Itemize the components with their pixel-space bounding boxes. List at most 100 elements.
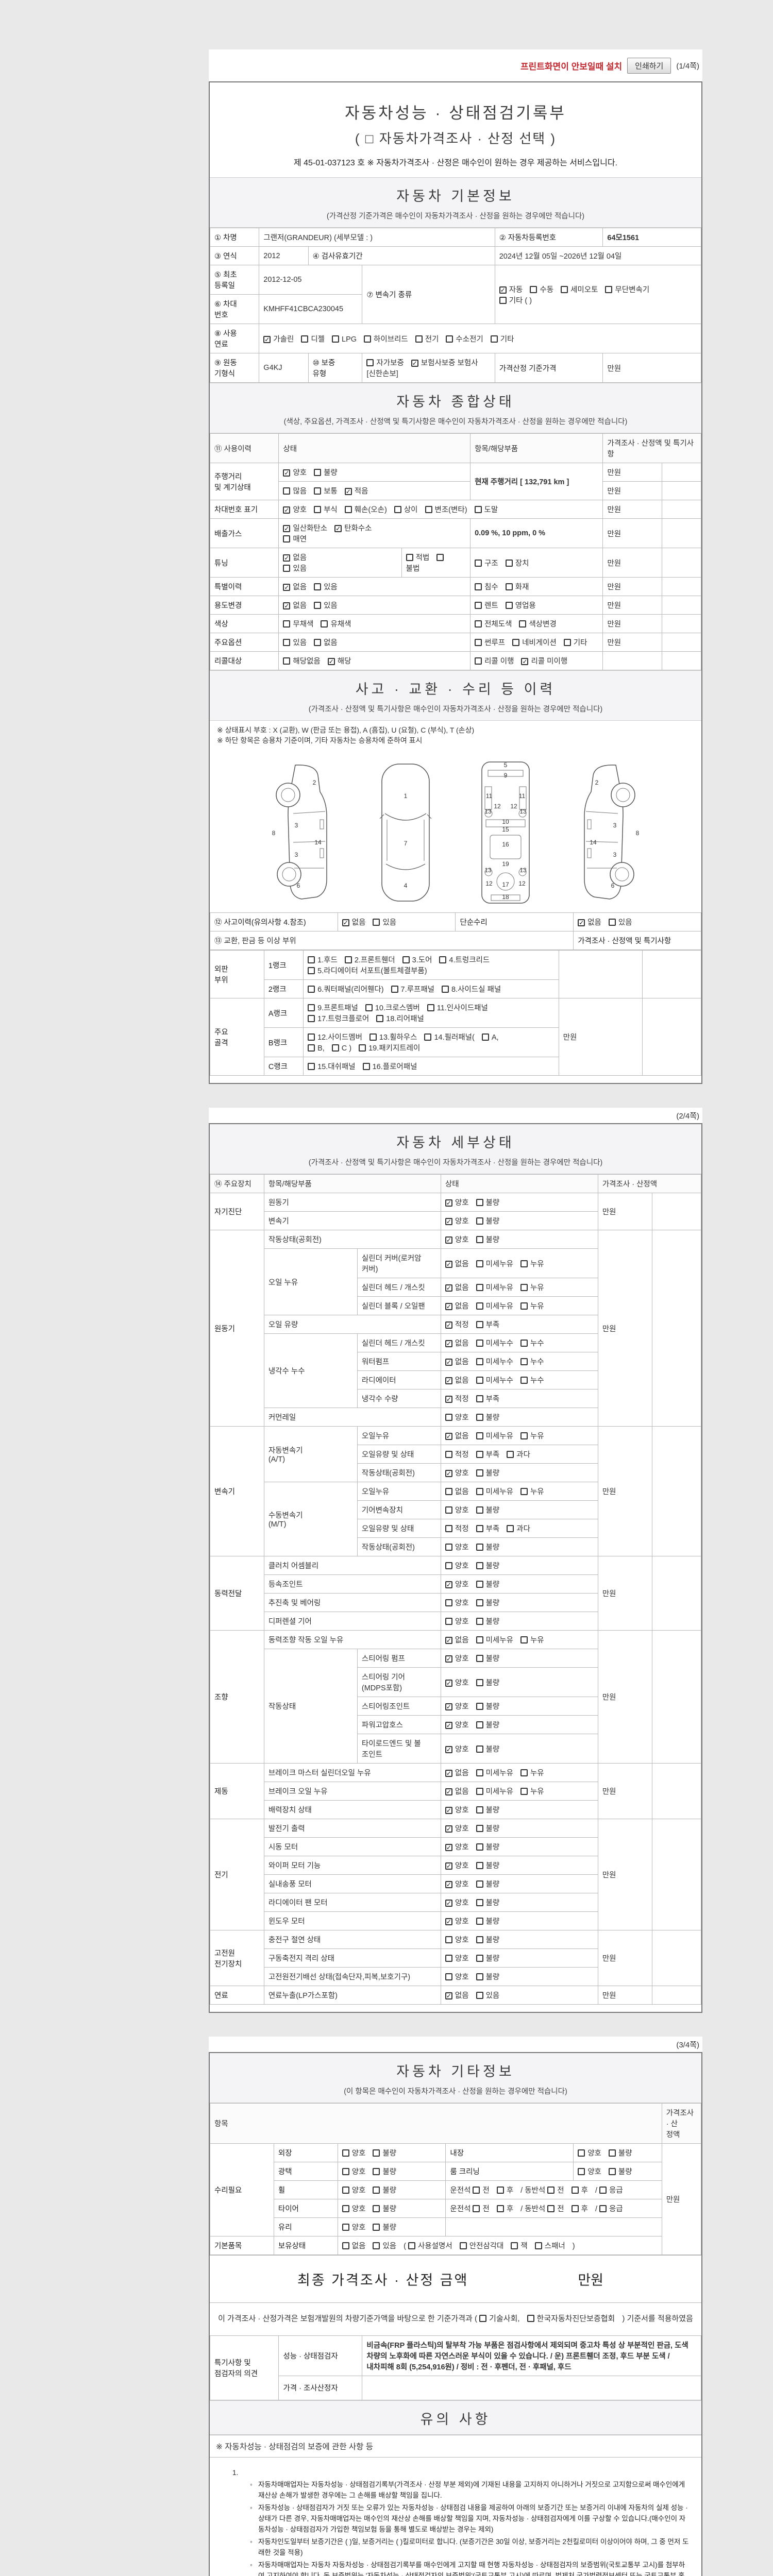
checkbox-icon[interactable]: ✓ (445, 1844, 452, 1851)
checkbox-icon[interactable] (519, 620, 527, 628)
checkbox-icon[interactable] (445, 1544, 452, 1551)
checkbox-icon[interactable] (308, 1004, 315, 1011)
checkbox-icon[interactable] (427, 1004, 434, 1011)
checkbox-icon[interactable] (406, 554, 413, 561)
checkbox-icon[interactable]: ✓ (283, 584, 291, 591)
checkbox-icon[interactable] (314, 639, 322, 646)
checkbox-icon[interactable] (402, 956, 410, 963)
checkbox-icon[interactable] (366, 359, 374, 366)
checkbox-icon[interactable] (473, 2187, 480, 2194)
checkbox-icon[interactable] (476, 1340, 483, 1347)
checkbox-icon[interactable] (408, 2242, 415, 2249)
checkbox-icon[interactable]: ✓ (578, 919, 585, 926)
checkbox-icon[interactable] (342, 2205, 349, 2212)
checkbox-icon[interactable]: ✓ (445, 1470, 452, 1477)
checkbox-icon[interactable] (476, 1955, 483, 1962)
checkbox-icon[interactable] (394, 506, 401, 513)
checkbox-icon[interactable] (475, 602, 482, 609)
checkbox-icon[interactable] (283, 657, 291, 665)
checkbox-icon[interactable] (391, 986, 398, 993)
checkbox-icon[interactable] (308, 1063, 315, 1070)
checkbox-icon[interactable] (520, 1260, 528, 1267)
checkbox-icon[interactable] (520, 1358, 528, 1365)
checkbox-icon[interactable] (476, 1936, 483, 1943)
checkbox-icon[interactable] (520, 1432, 528, 1439)
checkbox-icon[interactable] (342, 2224, 349, 2231)
checkbox-icon[interactable]: ✓ (283, 525, 291, 532)
checkbox-icon[interactable] (314, 583, 322, 590)
checkbox-icon[interactable] (547, 2205, 555, 2212)
checkbox-icon[interactable]: ✓ (445, 1770, 452, 1777)
checkbox-icon[interactable] (308, 986, 315, 993)
checkbox-icon[interactable] (308, 956, 315, 963)
checkbox-icon[interactable] (442, 986, 449, 993)
checkbox-icon[interactable] (476, 1469, 483, 1477)
checkbox-icon[interactable]: ✓ (445, 1236, 452, 1244)
checkbox-icon[interactable] (415, 335, 423, 343)
checkbox-icon[interactable] (342, 2168, 349, 2175)
checkbox-icon[interactable] (342, 2149, 349, 2157)
checkbox-icon[interactable]: ✓ (334, 525, 342, 532)
checkbox-icon[interactable]: ✓ (445, 1377, 452, 1384)
checkbox-icon[interactable] (476, 1217, 483, 1225)
checkbox-icon[interactable] (547, 2187, 555, 2194)
checkbox-icon[interactable]: ✓ (445, 1918, 452, 1925)
checkbox-icon[interactable] (476, 1451, 483, 1458)
checkbox-icon[interactable] (373, 2149, 380, 2157)
checkbox-icon[interactable] (308, 967, 315, 974)
checkbox-icon[interactable] (476, 1721, 483, 1728)
checkbox-icon[interactable] (425, 506, 432, 513)
checkbox-icon[interactable]: ✓ (445, 1581, 452, 1588)
checkbox-icon[interactable] (308, 1015, 315, 1022)
checkbox-icon[interactable] (520, 1788, 528, 1795)
checkbox-icon[interactable]: ✓ (283, 602, 291, 609)
checkbox-icon[interactable] (373, 919, 380, 926)
checkbox-icon[interactable] (507, 1451, 514, 1458)
checkbox-icon[interactable] (608, 2168, 616, 2175)
checkbox-icon[interactable] (445, 1451, 452, 1458)
checkbox-icon[interactable]: ✓ (445, 1679, 452, 1687)
checkbox-icon[interactable] (476, 1432, 483, 1439)
checkbox-icon[interactable]: ✓ (445, 1862, 452, 1870)
checkbox-icon[interactable]: ✓ (445, 1703, 452, 1710)
checkbox-icon[interactable]: ✓ (445, 1992, 452, 1999)
checkbox-icon[interactable] (476, 1506, 483, 1514)
checkbox-icon[interactable] (445, 1562, 452, 1569)
checkbox-icon[interactable] (505, 602, 513, 609)
checkbox-icon[interactable] (283, 535, 291, 543)
checkbox-icon[interactable]: ✓ (445, 1655, 452, 1663)
checkbox-icon[interactable] (446, 335, 453, 343)
checkbox-icon[interactable] (599, 2205, 607, 2212)
checkbox-icon[interactable] (474, 506, 482, 513)
checkbox-icon[interactable]: ✓ (445, 1900, 452, 1907)
checkbox-icon[interactable] (459, 2242, 467, 2249)
checkbox-icon[interactable] (314, 487, 322, 495)
checkbox-icon[interactable]: ✓ (445, 1218, 452, 1225)
checkbox-icon[interactable] (373, 2187, 380, 2194)
checkbox-icon[interactable]: ✓ (445, 1340, 452, 1347)
checkbox-icon[interactable] (301, 335, 309, 343)
checkbox-icon[interactable] (476, 1636, 483, 1643)
checkbox-icon[interactable] (476, 1769, 483, 1776)
checkbox-icon[interactable] (331, 1044, 339, 1052)
checkbox-icon[interactable] (561, 285, 568, 293)
checkbox-icon[interactable]: ✓ (445, 1199, 452, 1207)
checkbox-icon[interactable] (476, 1358, 483, 1365)
checkbox-icon[interactable] (475, 620, 482, 628)
checkbox-icon[interactable] (476, 1377, 483, 1384)
checkbox-icon[interactable] (365, 1004, 373, 1011)
checkbox-icon[interactable] (599, 2187, 607, 2194)
checkbox-icon[interactable] (520, 1488, 528, 1495)
checkbox-icon[interactable]: ✓ (445, 1637, 452, 1644)
checkbox-icon[interactable]: ✓ (445, 1303, 452, 1310)
checkbox-icon[interactable] (608, 919, 616, 926)
checkbox-icon[interactable]: ✓ (283, 554, 291, 562)
checkbox-icon[interactable] (283, 565, 291, 572)
checkbox-icon[interactable] (344, 506, 352, 513)
checkbox-icon[interactable] (344, 956, 352, 963)
checkbox-icon[interactable] (476, 1302, 483, 1310)
checkbox-icon[interactable] (476, 1260, 483, 1267)
checkbox-icon[interactable] (512, 639, 520, 646)
checkbox-icon[interactable]: ✓ (283, 506, 291, 514)
checkbox-icon[interactable] (476, 1880, 483, 1888)
